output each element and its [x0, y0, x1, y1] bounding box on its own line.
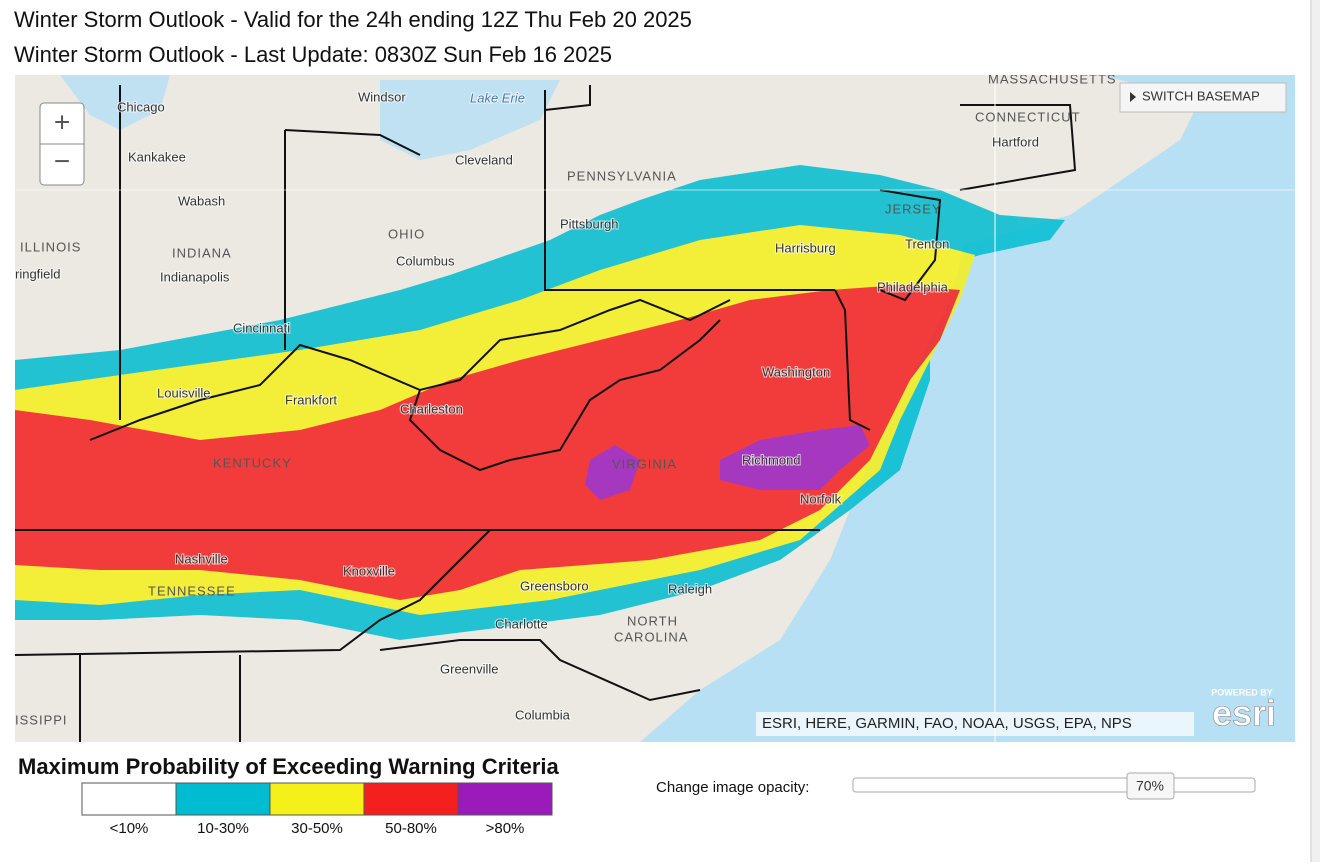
place-label: CONNECTICUT: [975, 109, 1081, 124]
place-label: Charlotte: [495, 616, 548, 631]
attribution: ESRI, HERE, GARMIN, FAO, NOAA, USGS, EPA…: [762, 715, 1132, 732]
opacity-label: Change image opacity:: [656, 779, 809, 796]
place-label: Charleston: [400, 401, 463, 416]
place-label: CAROLINA: [614, 629, 688, 644]
legend-swatch: [363, 782, 459, 816]
place-label: MASSACHUSETTS: [988, 71, 1117, 86]
lake: [380, 80, 560, 160]
place-label: Cleveland: [455, 152, 513, 167]
place-label: OHIO: [388, 226, 425, 241]
place-label: Windsor: [358, 89, 406, 104]
probability-layer: [15, 165, 1065, 640]
place-label: TENNESSEE: [148, 583, 236, 598]
opacity-value: 70%: [1136, 778, 1164, 794]
place-label: Greenville: [440, 661, 499, 676]
borders: [15, 85, 1077, 742]
place-label: Hartford: [992, 134, 1039, 149]
place-label: Greensboro: [520, 578, 589, 593]
place-label: ISSIPPI: [15, 712, 68, 727]
place-label: Harrisburg: [775, 240, 836, 255]
opacity-slider[interactable]: [852, 777, 1256, 793]
place-label: Knoxville: [343, 563, 395, 578]
legend-swatch: [457, 782, 553, 816]
switch-basemap-label[interactable]: SWITCH BASEMAP: [1142, 88, 1260, 103]
place-label: Nashville: [175, 551, 228, 566]
place-label: Louisville: [157, 385, 210, 400]
legend-swatch: [269, 782, 365, 816]
place-label: KENTUCKY: [213, 455, 292, 470]
map[interactable]: Chicago Windsor Lake Erie Cleveland PENNSYLV…: [15, 71, 1295, 742]
place-label: Cincinnati: [233, 320, 290, 335]
place-label: PENNSYLVANIA: [567, 168, 677, 183]
lake: [15, 75, 170, 130]
place-label: Columbus: [396, 253, 455, 268]
band: [585, 445, 640, 500]
zoom-out[interactable]: −: [54, 145, 70, 176]
place-label: Indianapolis: [160, 269, 230, 284]
place-label: VIRGINIA: [612, 456, 677, 471]
subtitle: Winter Storm Outlook - Last Update: 0830…: [14, 42, 612, 67]
place-label: Trenton: [905, 236, 949, 251]
legend-swatch: [81, 782, 177, 816]
legend-label: >80%: [486, 820, 525, 837]
band: [720, 425, 870, 490]
place-label: JERSEY: [885, 201, 942, 216]
zoom-in[interactable]: +: [54, 106, 70, 137]
band: [15, 285, 960, 600]
powered-by: POWERED BY: [1211, 687, 1273, 697]
place-label: Washington: [762, 364, 830, 379]
place-label: Columbia: [515, 707, 571, 722]
legend-swatch: [175, 782, 271, 816]
place-label: ILLINOIS: [20, 239, 81, 254]
place-label: ringfield: [15, 266, 61, 281]
place-label: Chicago: [117, 99, 165, 114]
legend-title: Maximum Probability of Exceeding Warning…: [18, 754, 559, 779]
place-label: Frankfort: [285, 392, 337, 407]
caret: [1130, 92, 1136, 102]
legend: <10% 10-30% 30-50% 50-80% >80%: [81, 782, 553, 837]
place-label: Kankakee: [128, 149, 186, 164]
place-label: Pittsburgh: [560, 216, 619, 231]
legend-label: 10-30%: [197, 820, 249, 837]
switch-basemap-button[interactable]: [1119, 82, 1287, 113]
map-labels: Chicago Windsor Lake Erie Cleveland PENNSYLV…: [15, 71, 1117, 727]
place-label: Lake Erie: [470, 90, 525, 105]
attribution-bg: [756, 712, 1194, 736]
scrollbar[interactable]: [1311, 0, 1320, 862]
legend-label: 50-80%: [385, 820, 437, 837]
place-label: Richmond: [742, 452, 801, 467]
esri-logo: esri: [1212, 693, 1276, 734]
legend-label: 30-50%: [291, 820, 343, 837]
place-label: Philadelphia: [877, 279, 949, 294]
place-label: NORTH: [627, 613, 678, 628]
place-label: INDIANA: [172, 245, 232, 260]
legend-label: <10%: [110, 820, 149, 837]
title: Winter Storm Outlook - Valid for the 24h…: [14, 7, 692, 32]
opacity-thumb[interactable]: [1126, 772, 1175, 800]
place-label: Raleigh: [668, 581, 712, 596]
ocean: [640, 75, 1295, 742]
place-label: Wabash: [178, 193, 225, 208]
place-label: Norfolk: [800, 491, 842, 506]
